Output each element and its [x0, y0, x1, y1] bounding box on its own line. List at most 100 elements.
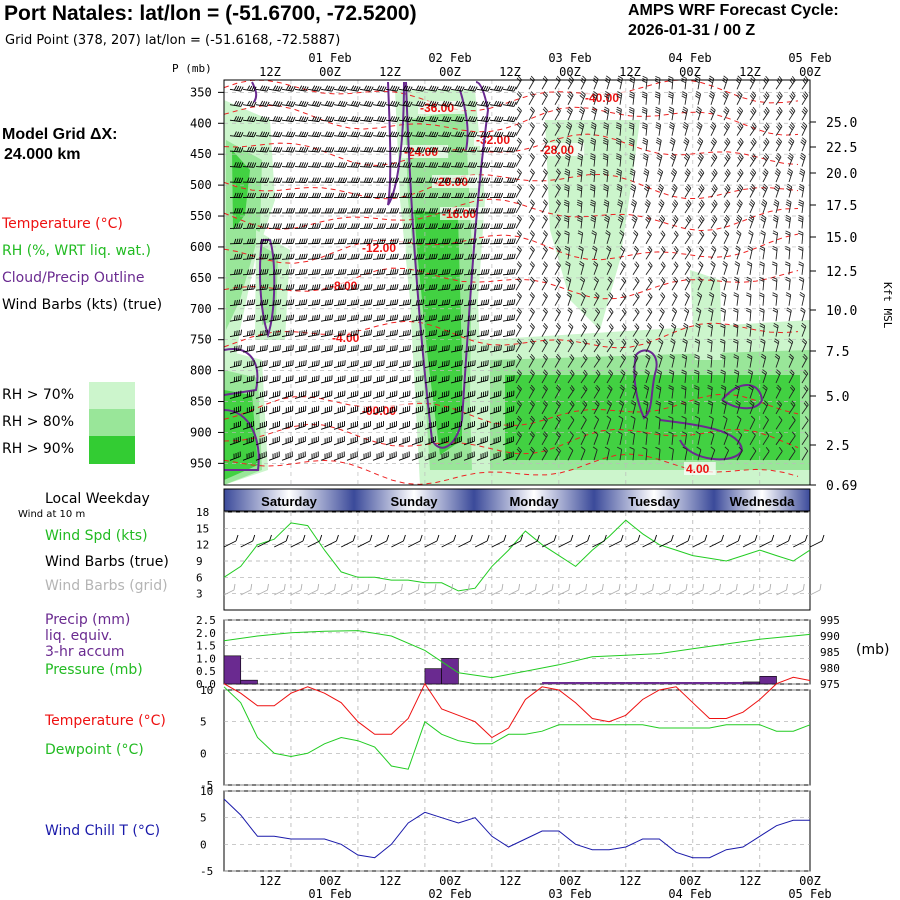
wind-barb-flag: [454, 162, 458, 168]
wind-barb-flag: [444, 330, 446, 336]
wind-barb-flag: [577, 168, 583, 172]
wind-barb-true: [625, 540, 639, 548]
wind-barb-flag: [591, 214, 596, 218]
wind-barb-flag: [642, 446, 648, 450]
wind-barb-flag: [530, 276, 535, 282]
wind-barb-true: [592, 540, 605, 548]
wind-barb-flag: [340, 330, 342, 336]
wind-barb-flag: [629, 431, 635, 435]
wind-barb-flag: [681, 93, 687, 97]
wind-barb-true-flag: [235, 534, 239, 542]
wind-barb-flag: [368, 177, 371, 183]
wind-barb-flag: [316, 330, 318, 336]
wind-barb-flag: [379, 192, 382, 198]
wind-barb-flag: [311, 146, 315, 152]
wind-barb-flag: [590, 217, 596, 221]
wind-barb-flag: [555, 417, 560, 423]
wind-barb-flag: [604, 216, 610, 221]
wind-barb-flag: [259, 269, 262, 275]
wind-barb-flag: [580, 106, 585, 111]
wind-barb-flag: [668, 95, 673, 99]
wind-barb-flag: [570, 385, 575, 390]
wind-barb-flag: [483, 208, 486, 214]
wind-barb-flag: [530, 446, 535, 452]
wind-barb-flag: [543, 292, 548, 297]
wind-barb-flag: [799, 276, 805, 280]
wind-barb-flag: [392, 146, 395, 152]
wind-barb-flag: [327, 192, 330, 198]
wind-barb-flag: [720, 309, 726, 313]
wind-barb-flag: [405, 146, 408, 152]
weekday-cell: [224, 489, 354, 511]
wind-barb-flag: [311, 131, 315, 137]
wind-barb-flag: [288, 330, 290, 336]
wind-barb-flag: [698, 263, 703, 268]
wind-barb-flag: [331, 253, 334, 259]
wind-barb-flag: [292, 86, 296, 92]
wind-barb-flag: [249, 299, 251, 305]
wind-barb-flag: [736, 415, 742, 420]
wind-barb-flag: [418, 253, 421, 259]
wind-barb-flag: [480, 116, 484, 121]
wind-barb-flag: [327, 253, 330, 259]
wind-barb-flag: [509, 177, 512, 183]
wind-barb-flag: [720, 356, 726, 360]
wind-barb-flag: [726, 153, 731, 158]
wind-barb-flag: [383, 238, 386, 244]
wind-barb-flag: [264, 269, 267, 275]
wind-barb-true: [675, 540, 689, 548]
wind-barb-flag: [342, 345, 344, 351]
wind-barb-flag: [708, 95, 714, 99]
wind-barb-flag: [607, 400, 612, 405]
wind-barb-flag: [506, 100, 511, 106]
wind-barb-flag: [772, 263, 777, 267]
wind-barb-flag: [493, 238, 497, 244]
wind-barb-flag: [669, 141, 675, 146]
wind-barb-flag: [314, 223, 317, 229]
wind-barb-flag: [444, 345, 446, 351]
wind-barb-flag: [750, 400, 755, 405]
precip-liq-label: liq. equiv.: [45, 628, 113, 644]
wind-barb-flag: [764, 124, 769, 129]
wind-barb-flag: [595, 292, 600, 297]
wind-barb-flag: [694, 402, 700, 406]
wind-barb-flag: [594, 309, 599, 314]
wind-barb-flag: [316, 177, 319, 183]
wind-barb-flag: [370, 116, 374, 122]
wind-barb-flag: [350, 300, 353, 306]
wind-barb-flag: [381, 192, 384, 198]
wind-barb-flag: [774, 355, 780, 360]
wind-barb-flag: [238, 269, 241, 275]
wind-barb-flag: [681, 415, 687, 419]
wind-barb-flag: [513, 284, 516, 290]
cloud-outline: [405, 81, 490, 449]
wind-barb-flag: [516, 232, 521, 237]
wind-barb-flag: [379, 315, 381, 321]
wind-barb-flag: [467, 131, 471, 137]
isotherm-label: -36.00: [420, 101, 454, 115]
wind-barb-flag: [446, 223, 449, 229]
wind-barb-flag: [402, 269, 405, 275]
wind-barb-flag: [648, 292, 653, 297]
isotherm-label-bg: [330, 331, 369, 344]
wind-barb: [710, 449, 716, 461]
wind-barb-flag: [529, 402, 534, 407]
wind-barb-flag: [422, 208, 425, 214]
wind-barb-flag: [350, 208, 354, 214]
wind-barb-flag: [799, 294, 805, 298]
wind-barb-flag: [509, 223, 512, 229]
wind-barb-flag: [620, 245, 626, 250]
pressure-tick-label: 550: [190, 209, 212, 223]
wind-barb-flag: [657, 187, 662, 192]
wind-barb: [801, 420, 809, 430]
wind-barb-flag: [542, 448, 547, 453]
wind-barb-flag: [798, 203, 804, 207]
wind-barb-flag: [329, 223, 332, 229]
wind-barb-grid-flag: [518, 583, 521, 591]
wind-barb-flag: [582, 356, 587, 361]
wind-barb-flag: [542, 247, 547, 252]
wind-barb-flag: [591, 110, 596, 115]
wind-barb-flag: [749, 95, 754, 100]
wind-barb-flag: [324, 208, 328, 214]
wind-barb-flag: [446, 147, 450, 153]
